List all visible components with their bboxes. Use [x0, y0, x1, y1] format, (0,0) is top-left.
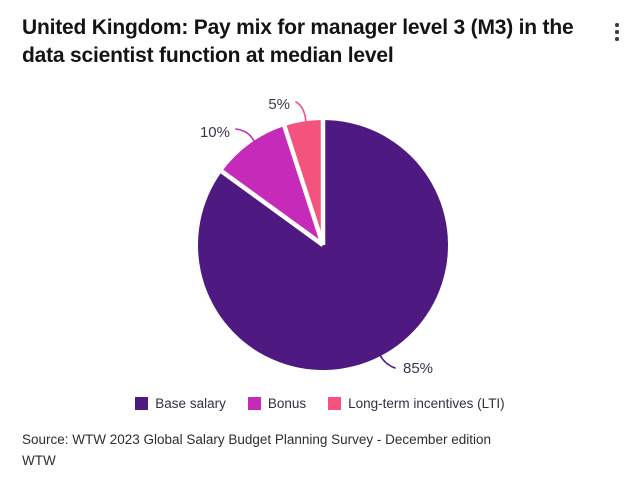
leader-line-0	[376, 346, 396, 369]
legend-swatch-1	[247, 396, 261, 410]
legend-item-base-salary[interactable]: Base salary	[135, 396, 226, 411]
legend-label: Base salary	[155, 395, 226, 411]
legend-swatch-2	[328, 396, 342, 410]
slice-separator-1	[220, 169, 325, 247]
context-menu-button[interactable]	[606, 18, 628, 46]
chart-title: United Kingdom: Pay mix for manager leve…	[22, 16, 574, 67]
legend-label: Long-term incentives (LTI)	[348, 395, 505, 411]
pie-chart: 85% 10% 5%	[198, 96, 449, 377]
slice-label-bonus: 10%	[200, 124, 230, 141]
legend-label: Bonus	[267, 395, 307, 411]
slice-separator-2	[282, 125, 326, 246]
legend-item-lti[interactable]: Long-term incentives (LTI)	[328, 396, 505, 411]
kebab-menu-icon	[615, 23, 619, 27]
pie-separators	[220, 119, 326, 247]
leader-line-2	[295, 101, 307, 124]
slice-label-lti: 5%	[268, 96, 290, 113]
chart-header: United Kingdom: Pay mix for manager leve…	[0, 0, 640, 70]
kebab-menu-icon	[615, 37, 619, 41]
leader-line-1	[235, 128, 257, 148]
kebab-menu-icon	[615, 30, 619, 34]
pie-slice-1[interactable]	[221, 125, 323, 245]
legend-swatch-0	[135, 396, 149, 410]
source-note: Source: WTW 2023 Global Salary Budget Pl…	[22, 429, 640, 471]
source-line-2: WTW	[22, 452, 56, 468]
source-line-1: Source: WTW 2023 Global Salary Budget Pl…	[22, 431, 491, 447]
legend: Base salary Bonus Long-term incentives (…	[0, 396, 640, 411]
legend-item-bonus[interactable]: Bonus	[247, 395, 307, 411]
slice-label-base-salary: 85%	[403, 360, 433, 377]
